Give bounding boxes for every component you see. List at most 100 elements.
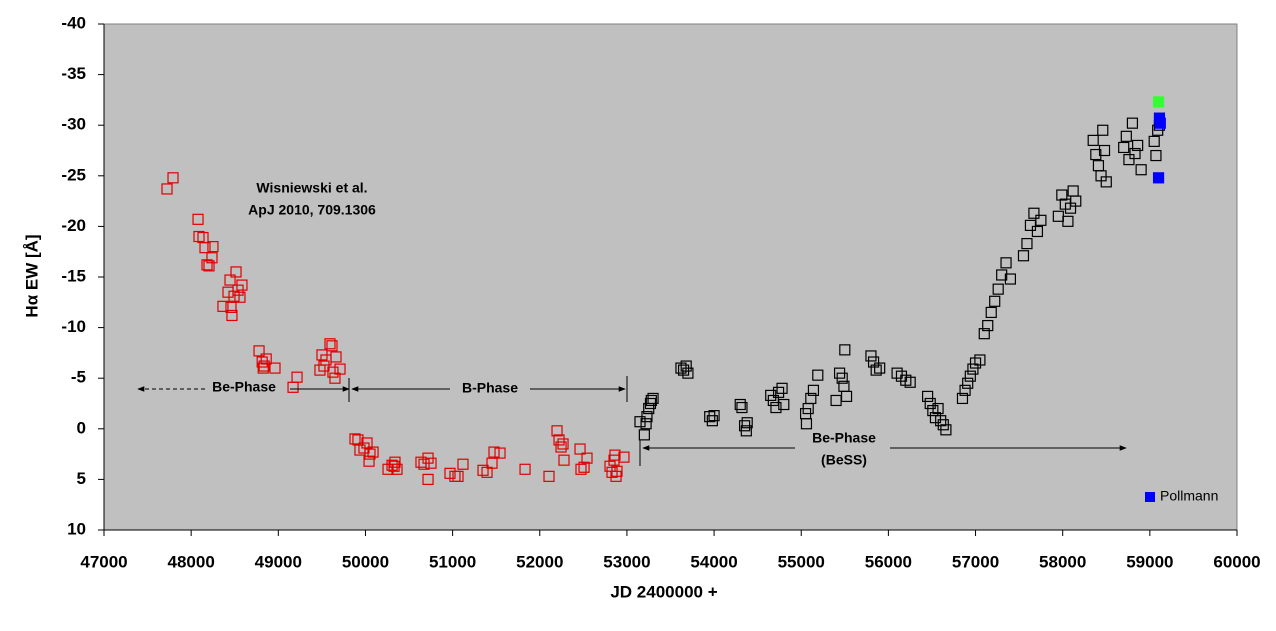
legend-label: Pollmann (1160, 488, 1218, 504)
x-tick-label: 54000 (690, 552, 737, 571)
point (551, 425, 563, 437)
point (677, 364, 690, 376)
point (543, 470, 555, 482)
point (555, 441, 567, 453)
point (708, 410, 720, 422)
point (192, 213, 204, 225)
point (253, 345, 265, 357)
point (574, 443, 586, 455)
point (1000, 257, 1012, 269)
point (326, 340, 338, 352)
x-tick-label: 53000 (603, 552, 650, 571)
x-tick-label: 55000 (778, 552, 825, 571)
point (959, 384, 971, 396)
point (488, 446, 500, 458)
point (224, 274, 236, 286)
point (922, 390, 934, 403)
point (494, 447, 506, 459)
x-axis-label: JD 2400000 + (610, 582, 717, 601)
point (1132, 139, 1144, 152)
point (1129, 147, 1141, 160)
x-tick-label: 48000 (168, 552, 215, 571)
point (964, 370, 976, 382)
y-tick-label: -35 (61, 64, 86, 83)
point (962, 377, 974, 389)
point (1062, 215, 1074, 227)
x-tick-label: 51000 (429, 552, 476, 571)
point (519, 463, 531, 475)
point (206, 252, 218, 264)
point (1028, 207, 1040, 219)
x-tick-label: 49000 (255, 552, 302, 571)
point (956, 392, 969, 405)
annotation: ApJ 2010, 709.1306 (248, 202, 376, 218)
point (234, 291, 246, 303)
point (425, 457, 437, 469)
point (225, 301, 237, 313)
point (611, 465, 623, 477)
plot-area (103, 23, 1238, 531)
y-tick-label: -5 (71, 368, 86, 387)
x-tick-label: 57000 (952, 552, 999, 571)
annotation: Be-Phase (212, 379, 276, 395)
point (258, 360, 270, 372)
point (363, 455, 375, 467)
point (334, 363, 346, 375)
point (226, 309, 238, 322)
point (1100, 176, 1112, 188)
point (1152, 96, 1165, 108)
point (932, 402, 944, 415)
point (1056, 189, 1068, 201)
point (680, 360, 692, 372)
x-tick-label: 59000 (1126, 552, 1173, 571)
point (609, 449, 621, 461)
point (836, 372, 848, 384)
x-tick-label: 47000 (80, 552, 127, 571)
y-tick-label: -10 (61, 317, 86, 336)
x-tick-label: 58000 (1039, 552, 1086, 571)
point (900, 374, 912, 386)
y-tick-label: -15 (61, 266, 86, 285)
point (260, 353, 272, 365)
y-tick-label: -25 (61, 165, 86, 184)
point (388, 460, 400, 472)
y-axis-label: Hα EW [Å] (22, 234, 41, 317)
point (230, 266, 242, 278)
point (1070, 195, 1082, 207)
point (776, 382, 788, 394)
point (1021, 238, 1033, 250)
point (867, 356, 880, 368)
x-tick-label: 60000 (1213, 552, 1260, 571)
point (1087, 134, 1099, 146)
point (422, 473, 434, 485)
point (734, 398, 746, 411)
point (778, 398, 790, 411)
point (645, 394, 657, 407)
point (1098, 144, 1111, 157)
point (477, 464, 489, 476)
x-tick-label: 52000 (516, 552, 563, 571)
point (638, 429, 650, 441)
point (682, 367, 694, 379)
annotation: Be-Phase (812, 430, 876, 446)
point (391, 463, 403, 475)
point (314, 364, 326, 376)
point (557, 438, 569, 450)
point (870, 364, 882, 376)
point (1120, 130, 1132, 142)
point (327, 366, 339, 378)
point (1090, 148, 1102, 161)
point (1153, 112, 1166, 124)
point (996, 269, 1008, 281)
point (581, 452, 593, 464)
point (486, 457, 498, 469)
point (618, 451, 630, 463)
point (257, 362, 269, 374)
annotation: Wisniewski et al. (256, 180, 367, 196)
point (874, 362, 886, 374)
point (992, 283, 1004, 295)
point (207, 241, 219, 253)
point (641, 411, 653, 423)
point (1017, 250, 1030, 262)
